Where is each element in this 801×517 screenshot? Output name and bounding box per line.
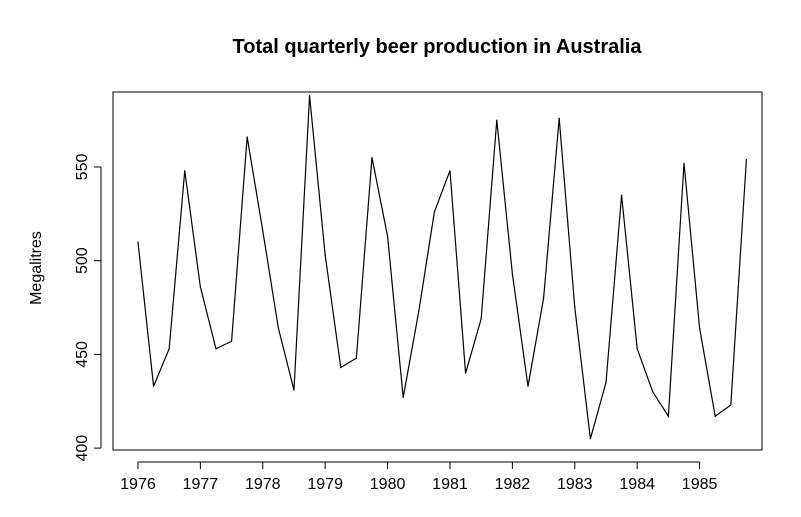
- data-point: [511, 273, 513, 275]
- y-axis-label: Megalitres: [28, 231, 45, 305]
- x-tick-label: 1978: [245, 476, 281, 493]
- data-point: [293, 389, 295, 391]
- data-point: [386, 235, 389, 237]
- data-point: [683, 162, 685, 164]
- data-point: [246, 136, 248, 138]
- data-point: [745, 158, 748, 161]
- y-tick-label: 500: [74, 247, 91, 274]
- chart-title: Total quarterly beer production in Austr…: [233, 36, 643, 58]
- x-tick-label: 1982: [495, 476, 531, 493]
- data-point: [496, 119, 498, 121]
- y-axis: 400 450 500 550: [74, 154, 102, 462]
- data-point: [558, 117, 560, 119]
- y-tick-label: 400: [74, 435, 91, 462]
- data-point: [324, 254, 326, 256]
- series-line: [137, 95, 747, 439]
- plot-frame: [112, 91, 763, 451]
- data-point: [308, 95, 311, 97]
- data-point: [262, 230, 264, 232]
- x-tick-label: 1980: [370, 476, 406, 493]
- y-tick-label: 450: [74, 341, 91, 368]
- data-point: [340, 366, 342, 369]
- data-point: [152, 385, 155, 387]
- x-axis: 1976 1977 1978 1979 1980 1981 1982 1983 1984 1985: [120, 461, 718, 493]
- data-point: [589, 438, 591, 440]
- x-tick-label: 1977: [183, 476, 219, 493]
- data-point: [230, 340, 233, 342]
- y-tick-label: 550: [74, 154, 91, 181]
- data-point: [480, 318, 482, 320]
- data-point: [527, 385, 529, 387]
- data-point: [137, 241, 139, 243]
- data-point: [355, 357, 357, 359]
- data-point: [730, 404, 732, 406]
- x-tick-label: 1979: [307, 476, 343, 493]
- x-tick-label: 1985: [682, 476, 718, 493]
- data-point: [418, 310, 420, 312]
- data-point: [605, 381, 607, 384]
- data-point: [199, 286, 201, 288]
- data-point: [667, 415, 669, 417]
- data-point: [699, 327, 701, 329]
- data-point: [184, 170, 186, 172]
- data-point: [464, 372, 467, 374]
- data-point: [574, 306, 576, 309]
- data-point: [433, 211, 435, 213]
- data-point: [168, 348, 170, 350]
- data-point: [714, 415, 716, 417]
- data-point: [402, 396, 404, 399]
- data-point: [277, 327, 279, 329]
- series-layer: [137, 95, 748, 440]
- x-tick-label: 1984: [619, 476, 655, 493]
- x-tick-label: 1983: [557, 476, 593, 493]
- data-point: [371, 157, 373, 159]
- data-point: [449, 170, 451, 172]
- data-point: [215, 348, 217, 350]
- data-point: [636, 348, 638, 350]
- x-tick-label: 1981: [432, 476, 468, 493]
- data-point: [652, 391, 654, 393]
- data-point: [542, 297, 545, 299]
- data-point: [620, 194, 623, 196]
- x-tick-label: 1976: [120, 476, 156, 493]
